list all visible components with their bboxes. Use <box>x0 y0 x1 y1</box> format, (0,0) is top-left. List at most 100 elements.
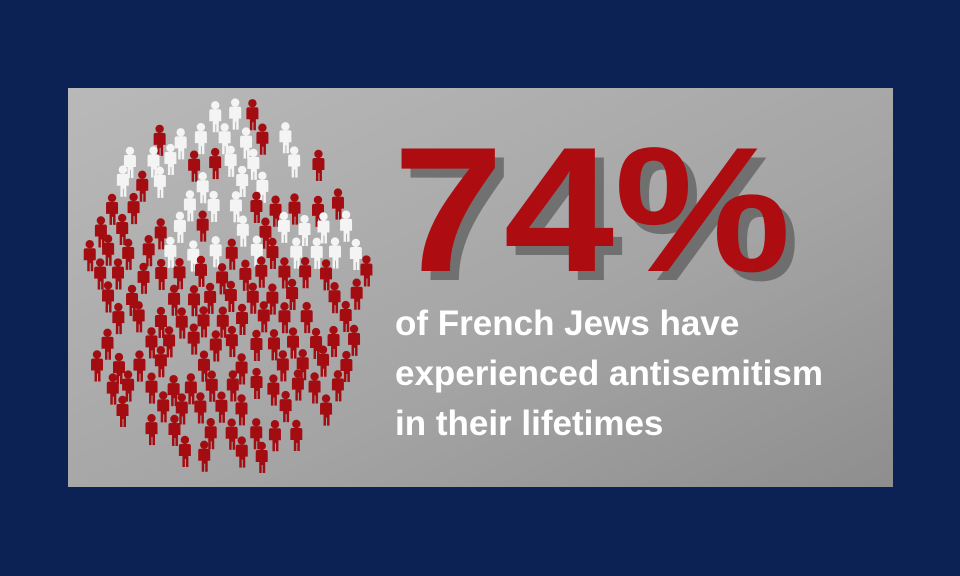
person-head <box>312 237 321 247</box>
person-body <box>240 135 253 159</box>
person-head <box>319 212 328 221</box>
person-head <box>169 374 178 384</box>
person-body <box>320 267 333 291</box>
person-head <box>196 122 206 132</box>
person-head <box>228 370 238 379</box>
person-body <box>350 286 363 310</box>
person-head <box>270 420 280 429</box>
person-head <box>139 262 148 272</box>
person-body <box>246 107 259 131</box>
person-body <box>122 378 135 402</box>
person-head <box>227 325 237 335</box>
person-body <box>279 399 292 423</box>
person-head <box>118 395 127 405</box>
person-head <box>107 193 117 203</box>
person-body <box>167 383 180 407</box>
person-body <box>267 337 280 361</box>
person-head <box>138 170 147 179</box>
person-head <box>147 372 156 381</box>
person-head <box>321 259 331 268</box>
person-body <box>145 335 158 359</box>
person-head <box>159 391 168 400</box>
person-head <box>280 302 289 311</box>
stat-shadow: 74% <box>402 119 800 318</box>
person-head <box>252 367 261 377</box>
person-head <box>206 418 215 427</box>
person-body <box>133 358 146 382</box>
person-head <box>249 148 258 158</box>
person-body <box>236 174 249 198</box>
person-head <box>314 149 323 159</box>
person-body <box>112 266 125 290</box>
person-head <box>313 195 323 205</box>
person-head <box>189 240 198 249</box>
person-head <box>290 193 299 202</box>
person-body <box>194 400 207 424</box>
person-head <box>268 237 277 247</box>
person-body <box>204 290 217 314</box>
person-body <box>142 243 155 267</box>
person-head <box>199 306 208 315</box>
person-body <box>225 426 238 450</box>
person-head <box>166 143 175 153</box>
person-head <box>248 99 257 108</box>
person-body <box>209 244 222 268</box>
person-head <box>211 101 220 110</box>
stat: 74% <box>393 110 791 309</box>
pictogram <box>83 98 373 473</box>
person-head <box>170 414 179 424</box>
person-head <box>271 195 280 204</box>
person-body <box>340 218 353 242</box>
person-head <box>156 218 165 227</box>
person-head <box>189 323 198 332</box>
person-head <box>252 418 261 427</box>
person-body <box>226 378 239 402</box>
person-body <box>196 218 209 242</box>
person-body <box>94 266 107 290</box>
person-head <box>169 284 179 293</box>
person-body <box>288 154 301 178</box>
person-body <box>329 245 342 269</box>
person-body <box>101 336 114 360</box>
person-body <box>173 219 186 243</box>
person-head <box>207 370 216 379</box>
person-head <box>175 258 184 267</box>
person-head <box>118 165 128 174</box>
person-head <box>237 394 246 403</box>
person-head <box>252 191 261 201</box>
person-body <box>188 293 201 317</box>
person-body <box>287 335 300 359</box>
person-head <box>329 325 338 335</box>
person-head <box>220 123 229 132</box>
person-body <box>360 263 373 287</box>
person-head <box>185 190 195 199</box>
person-body <box>175 401 188 425</box>
person-body <box>266 291 279 315</box>
person-head <box>211 330 220 339</box>
person-body <box>102 242 115 266</box>
person-body <box>225 246 238 270</box>
person-body <box>198 448 211 472</box>
person-head <box>144 235 153 244</box>
person-head <box>259 301 268 310</box>
caption-line: experienced antisemitism <box>395 354 823 393</box>
person-body <box>216 314 229 338</box>
person-body <box>256 179 269 203</box>
person-body <box>327 334 340 358</box>
person-body <box>194 263 207 287</box>
person-body <box>288 201 301 225</box>
person-body <box>239 267 252 291</box>
person-head <box>92 350 102 359</box>
person-head <box>123 370 133 379</box>
person-head <box>135 350 144 359</box>
person-body <box>116 173 129 197</box>
person-head <box>330 282 339 291</box>
person-body <box>320 402 333 426</box>
person-head <box>258 123 267 132</box>
person-head <box>362 255 371 264</box>
person-head <box>237 353 246 362</box>
person-body <box>205 378 218 402</box>
person-head <box>293 369 303 378</box>
person-body <box>184 381 197 405</box>
person-head <box>123 238 133 248</box>
